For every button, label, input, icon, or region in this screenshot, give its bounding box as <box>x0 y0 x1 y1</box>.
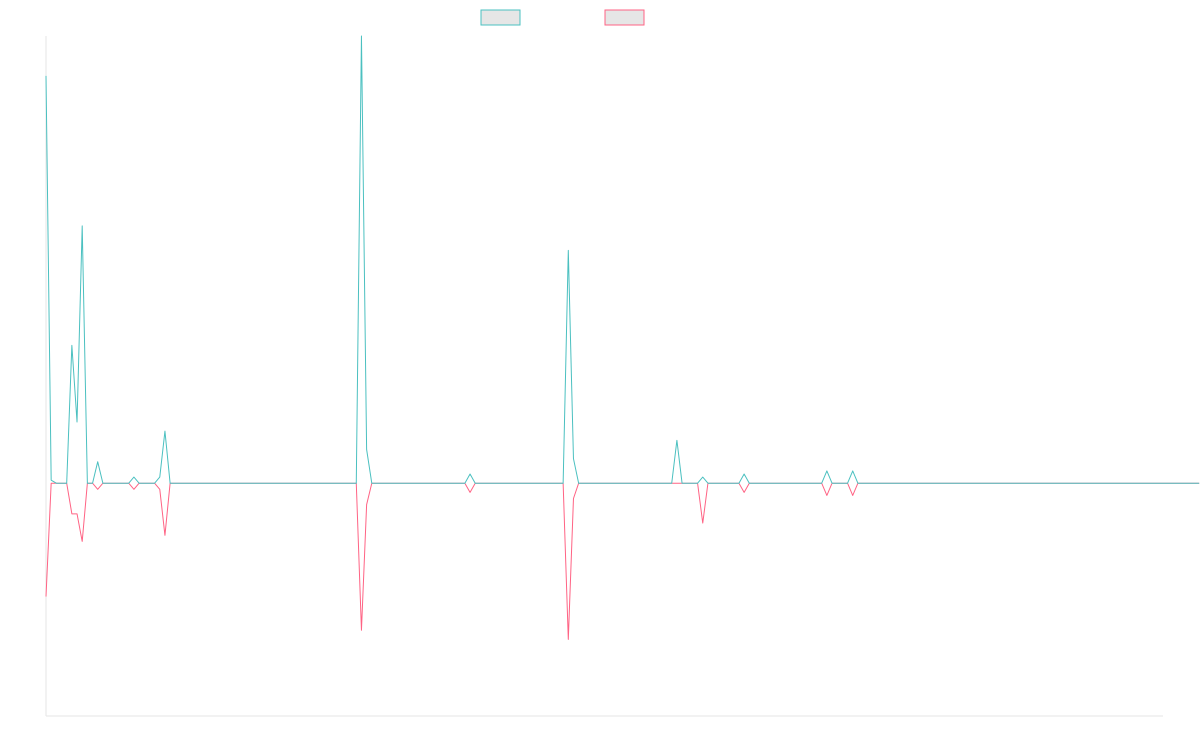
chart-series <box>45 35 1200 640</box>
series-a-line <box>45 35 1200 484</box>
chart-legend <box>480 9 645 26</box>
chart-axes <box>45 36 1163 717</box>
legend-swatch-series-a[interactable] <box>480 9 521 26</box>
series-b-line <box>45 482 1200 640</box>
legend-swatch-series-b[interactable] <box>604 9 645 26</box>
